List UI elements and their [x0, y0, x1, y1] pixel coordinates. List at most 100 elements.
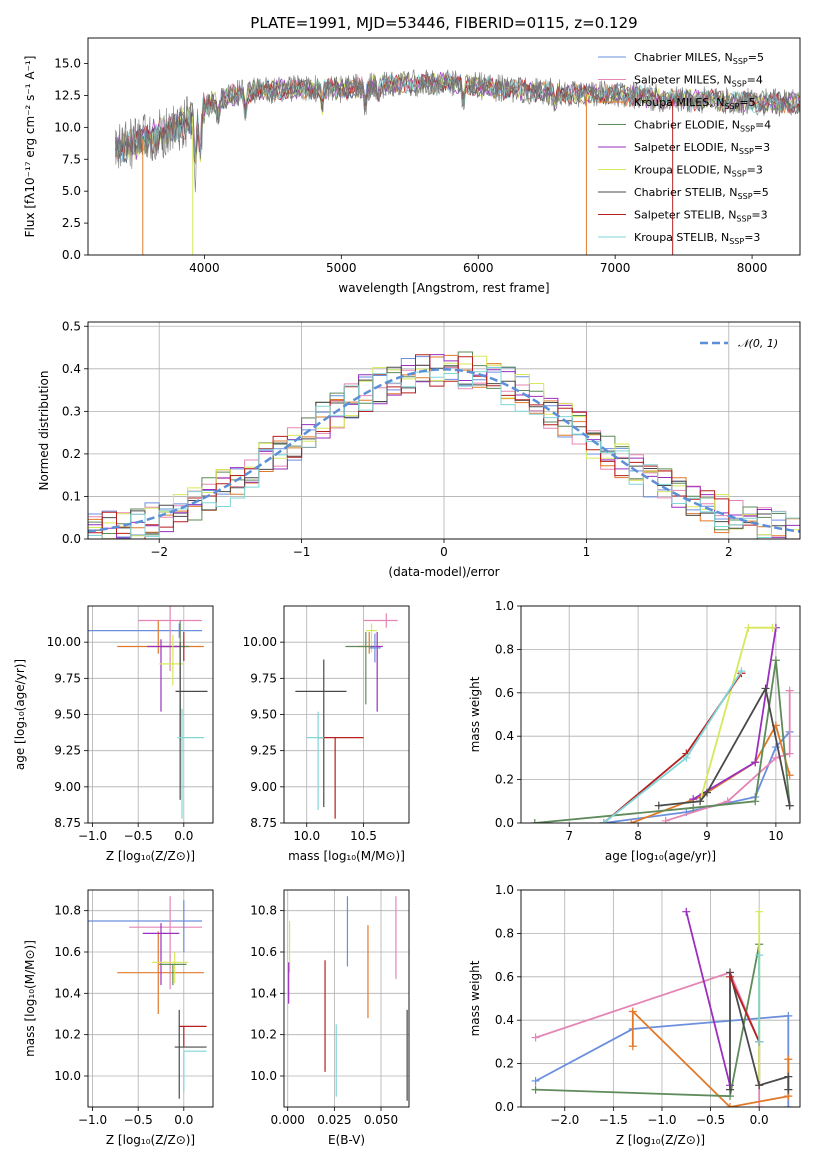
- y-axis-label: mass weight: [468, 676, 482, 752]
- data-point-marker: [755, 907, 764, 916]
- histogram-line: [88, 367, 800, 539]
- x-tick-label: 7: [565, 829, 573, 843]
- data-point-marker: [785, 801, 794, 810]
- series-line: [685, 911, 731, 1086]
- legend-label-main: Kroupa ELODIE, N: [634, 164, 732, 177]
- y-tick-label: 0.0: [62, 532, 81, 546]
- x-tick-label: 10.0: [293, 829, 320, 843]
- data-point-marker: [755, 1103, 764, 1107]
- x-tick-label: −1.0: [78, 1113, 107, 1127]
- data-point-marker: [784, 1085, 793, 1094]
- y-tick-label: 5.0: [62, 184, 81, 198]
- data-point-marker: [726, 1103, 735, 1107]
- legend-label-sub: SSP: [733, 57, 748, 66]
- data-point-marker: [599, 819, 608, 823]
- x-tick-label: 7000: [600, 261, 631, 275]
- x-tick-label: 0.050: [364, 1113, 398, 1127]
- legend-label-sub: SSP: [724, 102, 739, 111]
- x-axis-label: E(B-V): [328, 1133, 365, 1147]
- x-tick-label: 1: [583, 545, 591, 559]
- data-point-marker: [755, 1081, 764, 1090]
- y-tick-label: 9.50: [54, 708, 81, 722]
- y-tick-label: 0.0: [495, 816, 514, 830]
- data-point-marker: [785, 686, 794, 695]
- data-point-marker: [696, 797, 705, 806]
- y-tick-label: 10.0: [250, 1069, 277, 1083]
- legend-label-main: Chabrier STELIB, N: [634, 186, 738, 199]
- data-point-marker: [785, 749, 794, 758]
- y-tick-label: 0.4: [495, 729, 514, 743]
- data-point-marker: [761, 684, 770, 693]
- legend-label: Chabrier STELIB, NSSP=5: [634, 186, 769, 201]
- legend-label-tail: =5: [739, 96, 755, 109]
- axes-age_vs_z: −1.0 −0.5 0.0 8.75 9.00 9.25 9.50 9.75 10.00 Z [l…: [13, 605, 214, 863]
- data-point-marker: [737, 667, 746, 676]
- y-axis-label: Flux [fλ10⁻¹⁷ erg cm⁻² s⁻¹ A⁻¹]: [23, 56, 37, 238]
- plot-area-mass_vs_ebv: [288, 896, 408, 1101]
- legend-label: Kroupa STELIB, NSSP=3: [634, 231, 760, 246]
- histogram-line: [88, 354, 800, 539]
- data-point-marker: [726, 972, 735, 981]
- y-tick-label: 10.6: [250, 945, 277, 959]
- data-point-marker: [755, 1037, 764, 1046]
- axes-mass_vs_z: −1.0 −0.5 0.0 10.0 10.2 10.4 10.6 10.8 Z [log₁₀(…: [23, 889, 214, 1147]
- data-point-marker: [531, 1033, 540, 1042]
- plot-area-mass_vs_z: [88, 896, 207, 1099]
- y-tick-label: 7.5: [62, 152, 81, 166]
- x-axis-label: wavelength [Angstrom, rest frame]: [338, 281, 549, 295]
- data-point-marker: [784, 1103, 793, 1107]
- legend-label-main: Kroupa MILES, N: [634, 96, 724, 109]
- axes-massweight_vs_age: 7 8 9 10 0.0 0.2 0.4 0.6 0.8 1.0 age [log₁₀(age/yr…: [468, 599, 801, 863]
- data-point-marker: [627, 819, 636, 823]
- x-tick-label: −1.5: [599, 1113, 628, 1127]
- legend-label-sub: SSP: [732, 80, 747, 89]
- chart-title: PLATE=1991, MJD=53446, FIBERID=0115, z=0…: [250, 14, 637, 32]
- legend-label-tail: =3: [744, 231, 760, 244]
- plot-area-massweight_vs_z: [531, 907, 793, 1107]
- data-point-marker: [771, 753, 780, 762]
- y-tick-label: 9.75: [250, 671, 277, 685]
- data-point-marker: [661, 816, 670, 823]
- axes-frame: [283, 605, 410, 824]
- axes-age_vs_mass: 10.0 10.5 8.75 9.00 9.25 9.50 9.75 10.00 mass [l…: [243, 605, 410, 863]
- data-point-marker: [531, 1085, 540, 1094]
- y-axis-label: mass [log₁₀(M/M⊙)]: [23, 940, 37, 1057]
- data-point-marker: [744, 623, 753, 632]
- series-line: [603, 672, 743, 823]
- x-tick-label: 9: [703, 829, 711, 843]
- legend-label-main: Chabrier ELODIE, N: [634, 119, 740, 132]
- data-point-marker: [768, 623, 777, 632]
- legend-label: Chabrier MILES, NSSP=5: [634, 51, 764, 66]
- y-tick-label: 0.4: [62, 362, 81, 376]
- plot-area-massweight_vs_age: [530, 623, 794, 823]
- y-tick-label: 10.0: [54, 1069, 81, 1083]
- data-point-marker: [755, 951, 764, 960]
- series-line: [535, 971, 761, 1107]
- axes-frame: [87, 889, 214, 1108]
- y-axis-label: age [log₁₀(age/yr)]: [13, 659, 27, 770]
- y-tick-label: 9.50: [250, 708, 277, 722]
- y-tick-label: 0.2: [62, 447, 81, 461]
- data-point-marker: [751, 758, 760, 767]
- data-point-marker: [784, 1011, 793, 1020]
- y-axis-label: mass weight: [468, 960, 482, 1036]
- legend-label-main: Kroupa STELIB, N: [634, 231, 729, 244]
- data-point-marker: [628, 1007, 637, 1016]
- data-point-marker: [689, 803, 698, 812]
- plot-area-age_vs_z: [88, 606, 208, 819]
- y-tick-label: 10.8: [54, 904, 81, 918]
- legend-label-main: Chabrier MILES, N: [634, 51, 733, 64]
- x-tick-label: 8000: [737, 261, 768, 275]
- y-tick-label: 8.75: [54, 816, 81, 830]
- histogram-line: [88, 355, 800, 539]
- series-line: [630, 723, 791, 823]
- y-tick-label: 1.0: [495, 599, 514, 613]
- axes-frame: [87, 605, 214, 824]
- gaussian-curve: [88, 368, 800, 533]
- y-tick-label: 0.8: [495, 926, 514, 940]
- x-tick-label: −0.5: [696, 1113, 725, 1127]
- series-line: [603, 731, 791, 823]
- y-tick-label: 10.2: [54, 1028, 81, 1042]
- data-point-marker: [682, 753, 691, 762]
